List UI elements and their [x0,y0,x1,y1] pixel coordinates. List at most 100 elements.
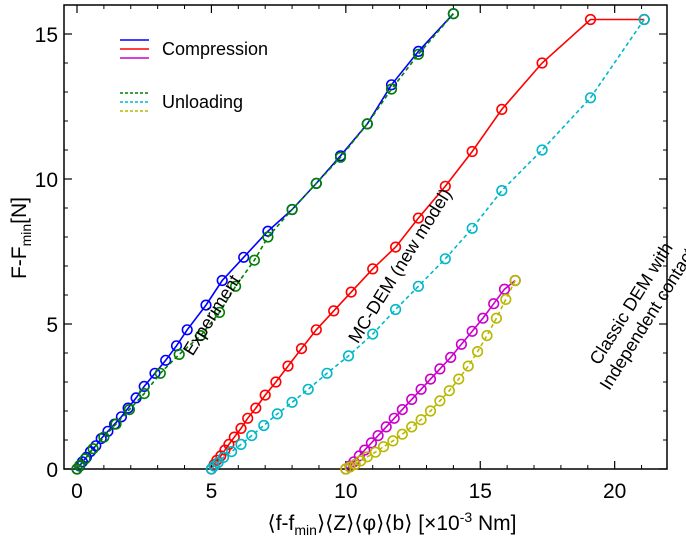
data-point [496,185,508,197]
data-point [286,396,298,408]
data-point [340,463,352,475]
data-point [367,328,379,340]
series-layer [71,8,650,475]
data-point [365,437,378,449]
x-tick-label: 10 [334,480,357,503]
data-point [445,351,457,364]
data-point [443,385,455,397]
data-point [638,13,650,26]
data-point [310,177,322,189]
data-point [302,383,314,395]
annotation-label: MC-DEM (new model) [344,185,455,347]
x-tick-label: 5 [206,480,218,503]
data-point [262,231,274,243]
data-point [488,298,500,310]
series-mc-dem-compression [205,13,650,475]
annotations: Experiment MC-DEM (new model) Classic DEM … [179,185,686,393]
data-point [228,431,240,443]
data-point [361,118,373,130]
data-point [238,251,250,263]
data-point [328,305,340,317]
data-point [377,441,390,453]
data-point [200,299,212,311]
series-classic-dem-unloading [340,274,521,475]
data-point [258,419,270,432]
data-point [472,346,484,358]
data-point [496,103,508,115]
data-point [462,360,474,372]
data-point [310,324,322,336]
data-point [500,293,512,306]
y-tick-label: 15 [35,24,58,47]
data-point [181,324,193,336]
data-point [477,312,489,324]
data-point [453,373,465,385]
data-point [138,388,150,400]
data-point [396,428,408,440]
data-point [242,412,254,424]
data-point [98,431,110,443]
data-point [334,151,347,163]
data-point [390,303,402,316]
x-axis-label: ⟨f-fmin⟩⟨Z⟩⟨φ⟩⟨b⟩ [×10-3 Nm] [268,509,517,537]
series-experiment-unloading [71,8,460,475]
data-point [439,253,451,265]
data-point [455,338,468,350]
data-point [412,212,425,224]
data-point [584,92,597,104]
data-point [412,48,425,60]
data-point [396,404,408,416]
data-point [138,380,150,393]
data-point [536,144,548,156]
y-tick-label: 0 [46,459,58,482]
data-point [259,389,271,401]
data-point [424,373,437,385]
data-point [321,367,333,379]
data-point [342,350,355,362]
data-point [154,367,166,379]
data-point [424,405,437,417]
data-point [216,274,228,287]
data-point [235,438,247,451]
x-tick-label: 0 [71,480,83,503]
data-point [122,402,134,414]
data-point [71,463,83,475]
data-point [345,286,357,298]
data-point [406,393,418,406]
data-point [271,408,283,420]
x-axis-ticks: 0 5 10 15 20 [71,5,643,503]
x-tick-label: 15 [469,480,492,503]
annotation-label: Classic DEM withIndependent contacts [577,225,686,393]
y-axis-label: F-Fmin[N] [8,197,34,279]
data-point [412,280,425,292]
data-point [349,458,361,471]
series-mc-dem-unloading [205,13,650,475]
data-point [74,459,86,472]
data-point [359,444,371,456]
data-point [213,306,226,319]
data-point [282,360,294,372]
data-point [123,404,135,416]
data-point [380,421,392,433]
data-point [466,325,478,337]
series-line [76,13,454,470]
data-point [406,421,418,433]
data-point [584,13,597,26]
data-point [235,422,247,435]
legend-label: Unloading [162,92,243,112]
data-point [208,460,220,472]
series-line [210,18,645,470]
data-point [439,180,451,192]
data-point [90,440,102,452]
data-point [79,453,91,465]
x-tick-label: 20 [603,480,626,503]
data-point [536,57,548,69]
data-point [270,376,282,388]
data-point [230,280,242,292]
series-line [76,13,455,470]
data-point [387,435,399,447]
data-point [295,343,308,355]
series-line [210,19,645,470]
data-point [385,83,398,95]
